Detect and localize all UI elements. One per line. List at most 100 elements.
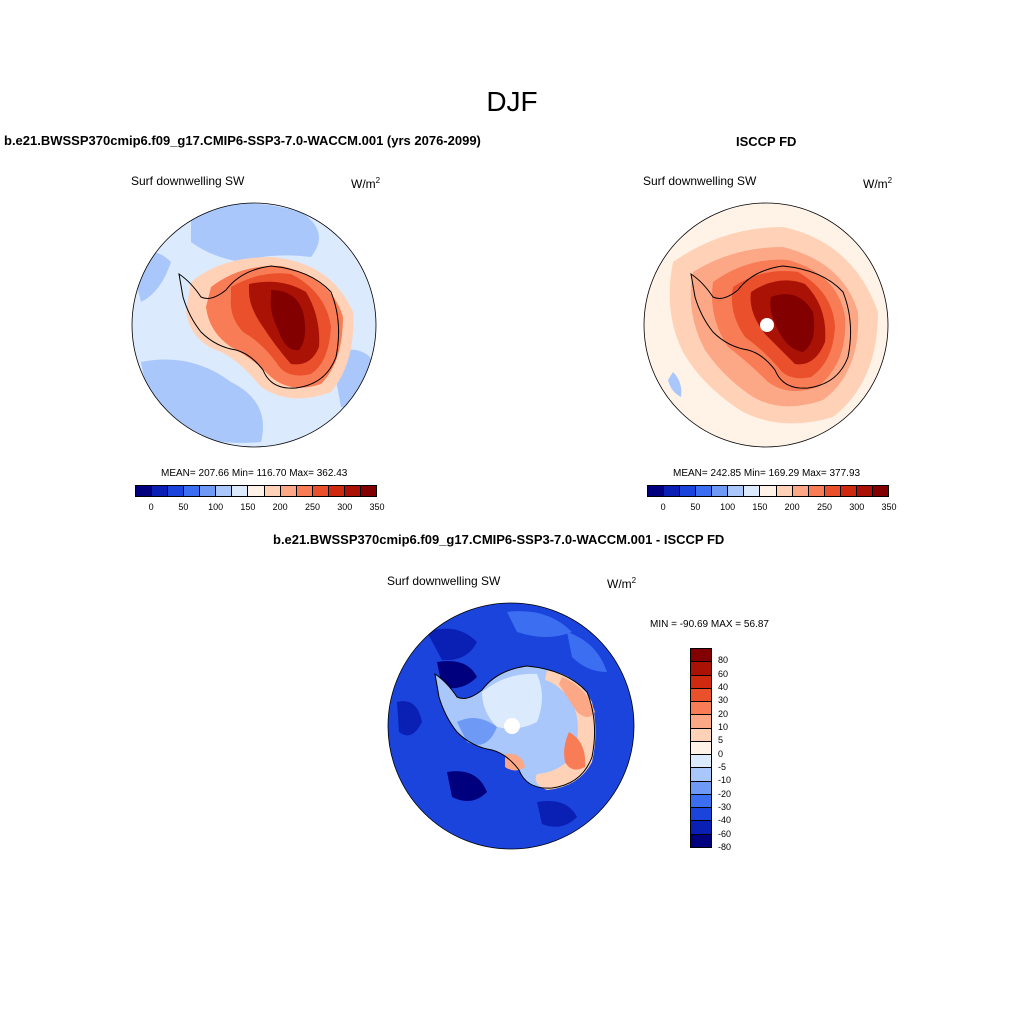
left-colorbar-tick-label: 250 <box>304 502 320 512</box>
right-colorbar-swatch <box>856 486 873 496</box>
diff-colorbar-tick-label: -80 <box>718 842 732 852</box>
diff-units: W/m2 <box>607 576 637 591</box>
right-polar-map <box>643 202 889 448</box>
diff-colorbar-swatch <box>691 688 711 703</box>
right-stats: MEAN= 242.85 Min= 169.29 Max= 377.93 <box>673 468 861 479</box>
diff-panel-title: b.e21.BWSSP370cmip6.f09_g17.CMIP6-SSP3-7… <box>273 532 725 547</box>
right-colorbar-swatch <box>824 486 841 496</box>
left-colorbar-swatch <box>232 486 249 496</box>
right-colorbar-tick-label: 0 <box>660 502 666 512</box>
diff-map-contour <box>447 771 487 801</box>
diff-map-contour <box>437 661 477 689</box>
diff-map-contour <box>537 801 577 827</box>
diff-colorbar-swatch <box>691 662 711 676</box>
right-colorbar-swatch <box>792 486 809 496</box>
right-colorbar-swatch <box>760 486 777 496</box>
right-colorbar-swatch <box>696 486 713 496</box>
left-stats: MEAN= 207.66 Min= 116.70 Max= 362.43 <box>161 468 348 479</box>
left-panel-title: b.e21.BWSSP370cmip6.f09_g17.CMIP6-SSP3-7… <box>4 133 481 148</box>
diff-minmax: MIN = -90.69 MAX = 56.87 <box>650 619 769 630</box>
diff-pole-hole <box>504 718 520 734</box>
right-units: W/m2 <box>863 176 893 191</box>
left-colorbar-swatch <box>360 486 376 496</box>
diff-colorbar-swatch <box>691 715 711 729</box>
left-colorbar-swatch <box>264 486 281 496</box>
diff-colorbar <box>690 648 712 848</box>
diff-colorbar-tick-label: 30 <box>718 695 729 706</box>
left-colorbar-swatch <box>296 486 313 496</box>
right-colorbar-tick-label: 350 <box>881 502 897 512</box>
diff-map-contour <box>564 732 586 770</box>
diff-colorbar-tick-label: 40 <box>718 682 729 692</box>
right-colorbar-tick-label: 200 <box>784 502 800 512</box>
diff-colorbar-tick-label: -40 <box>718 815 732 826</box>
diff-colorbar-swatch <box>691 728 711 742</box>
diff-colorbar-tick-label: -60 <box>718 828 732 839</box>
diff-colorbar-tick-label: -30 <box>718 802 732 812</box>
diff-colorbar-swatch <box>691 781 711 795</box>
diff-colorbar-tick-label: 0 <box>718 748 724 759</box>
right-colorbar-swatch <box>648 486 665 496</box>
left-colorbar-swatch <box>200 486 217 496</box>
diff-colorbar-swatch <box>691 741 711 756</box>
diff-colorbar-tick-label: -20 <box>718 788 732 799</box>
right-pole-hole <box>760 318 774 332</box>
diff-colorbar-tick-label: -5 <box>718 762 727 772</box>
left-colorbar-ticks: 0 50 100 150 200 250 300 350 <box>135 502 385 514</box>
diff-map-contour <box>397 701 422 736</box>
left-variable-label: Surf downwelling SW <box>131 174 245 188</box>
right-colorbar-tick-label: 100 <box>720 502 736 512</box>
diff-polar-map <box>387 602 635 850</box>
diff-map-contour <box>427 628 477 661</box>
left-colorbar-tick-label: 350 <box>369 502 385 512</box>
left-colorbar-swatch <box>344 486 361 496</box>
diff-map-contour <box>507 611 572 637</box>
left-units: W/m2 <box>351 176 381 191</box>
left-colorbar-tick-label: 200 <box>272 502 288 512</box>
diff-map-border <box>387 602 635 850</box>
right-colorbar-tick-label: 50 <box>690 502 701 512</box>
diff-colorbar-swatch <box>691 702 711 716</box>
left-colorbar-tick-label: 0 <box>148 502 154 512</box>
diff-map-contour <box>505 753 525 771</box>
diff-colorbar-swatch <box>691 768 711 782</box>
diff-map-contour <box>457 718 497 745</box>
diff-colorbar-swatch <box>691 649 711 663</box>
right-colorbar-swatch <box>728 486 745 496</box>
left-colorbar <box>135 485 377 497</box>
left-colorbar-swatch <box>216 486 233 496</box>
right-colorbar-swatch <box>840 486 857 496</box>
diff-colorbar-tick-label: 5 <box>718 735 724 746</box>
left-colorbar-swatch <box>168 486 185 496</box>
left-colorbar-tick-label: 100 <box>208 502 224 512</box>
diff-colorbar-tick-label: 80 <box>718 655 729 666</box>
right-colorbar-tick-label: 250 <box>816 502 832 512</box>
right-colorbar-ticks: 0 50 100 150 200 250 300 350 <box>647 502 897 514</box>
right-coastline <box>690 265 852 389</box>
left-colorbar-tick-label: 300 <box>337 502 353 512</box>
left-colorbar-tick-label: 50 <box>178 502 189 512</box>
left-colorbar-swatch <box>184 486 201 496</box>
figure-title: DJF <box>486 86 538 117</box>
right-map-contour <box>770 294 815 352</box>
right-panel-title: ISCCP FD <box>736 134 797 149</box>
left-colorbar-tick-label: 150 <box>240 502 256 512</box>
right-colorbar-tick-label: 300 <box>849 502 865 512</box>
diff-colorbar-tick-label: 20 <box>718 708 729 719</box>
diff-colorbar-tick-label: 60 <box>718 668 729 679</box>
diff-map-contour <box>567 632 607 672</box>
left-colorbar-swatch <box>136 486 153 496</box>
left-map-border <box>131 202 377 448</box>
diff-colorbar-swatch <box>691 808 711 822</box>
right-map-border <box>643 202 889 448</box>
right-colorbar-swatch <box>776 486 793 496</box>
diff-colorbar-swatch <box>691 821 711 835</box>
left-map-contour <box>270 290 306 351</box>
left-map-contour <box>191 203 319 262</box>
diff-colorbar-swatch <box>691 794 711 809</box>
right-colorbar-swatch <box>680 486 697 496</box>
diff-coastline <box>434 665 596 789</box>
left-colorbar-swatch <box>280 486 297 496</box>
diff-variable-label: Surf downwelling SW <box>387 574 501 588</box>
diff-colorbar-tick-label: 10 <box>718 722 729 732</box>
